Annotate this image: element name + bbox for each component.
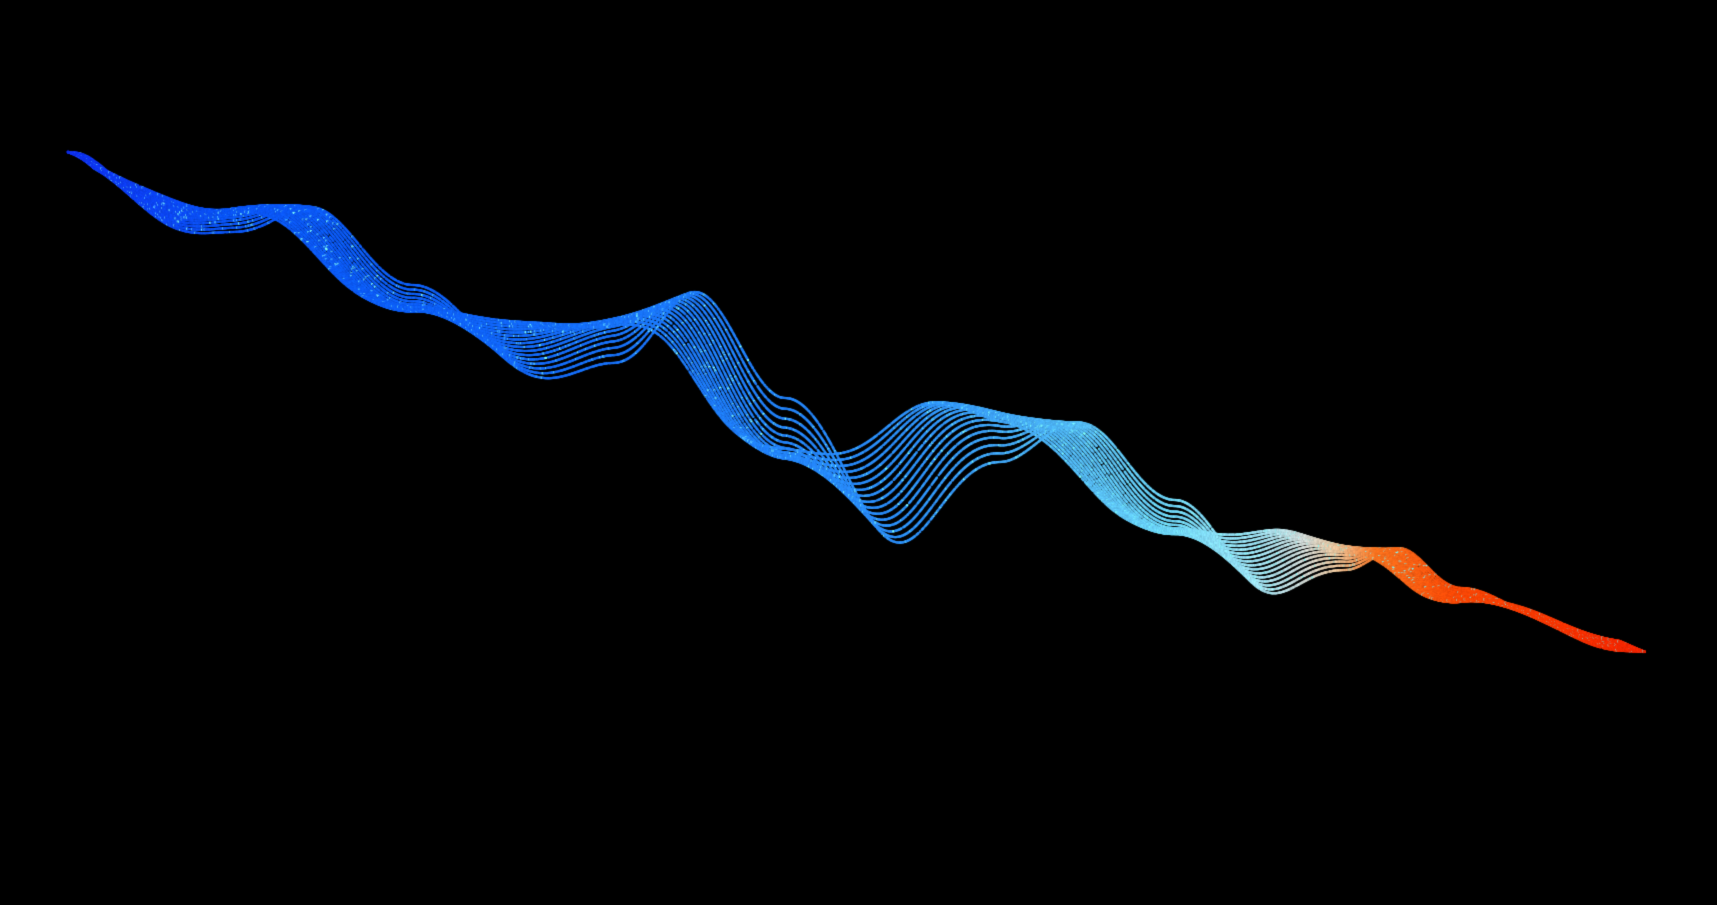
artwork-canvas-container xyxy=(0,0,1717,905)
wave-ribbon-canvas xyxy=(0,0,1717,905)
